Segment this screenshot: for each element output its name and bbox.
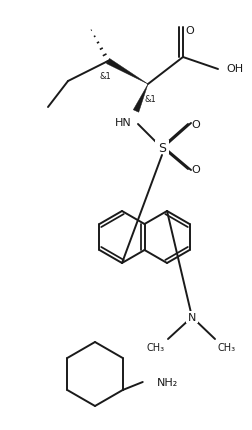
Text: O: O — [192, 165, 200, 175]
Bar — [186, 311, 198, 323]
Text: OH: OH — [226, 64, 243, 74]
Text: &1: &1 — [99, 71, 111, 80]
Text: N: N — [188, 312, 196, 322]
Text: CH₃: CH₃ — [147, 342, 165, 352]
Text: O: O — [192, 120, 200, 130]
Text: CH₃: CH₃ — [218, 342, 236, 352]
Text: O: O — [186, 26, 194, 36]
Text: &1: &1 — [144, 94, 156, 103]
Bar — [155, 141, 169, 155]
Text: S: S — [158, 141, 166, 154]
Polygon shape — [107, 59, 148, 85]
Text: HN: HN — [115, 118, 131, 128]
Text: NH₂: NH₂ — [157, 377, 178, 387]
Polygon shape — [133, 85, 148, 113]
